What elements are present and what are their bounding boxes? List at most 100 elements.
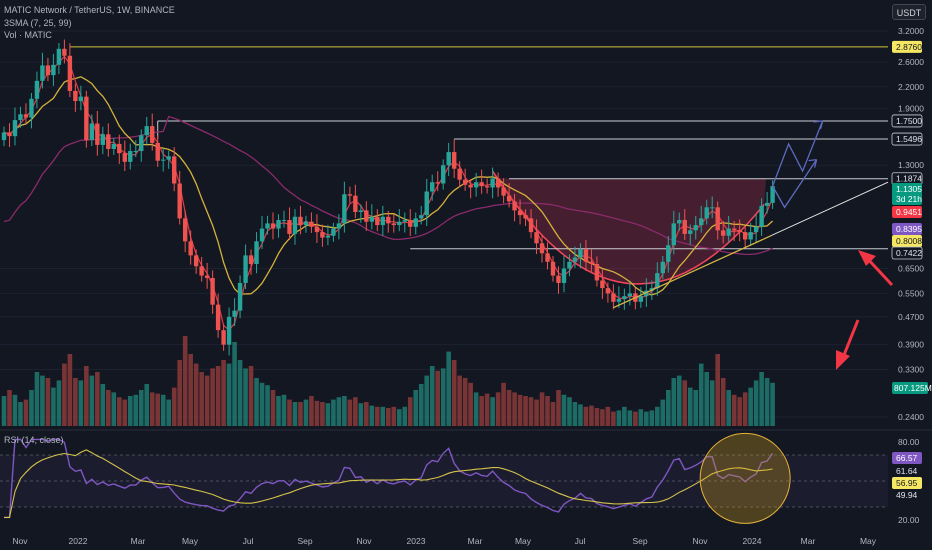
price-tick: 0.5500: [898, 288, 924, 298]
volume-bar: [204, 375, 210, 426]
candle-body: [73, 90, 78, 102]
volume-bar: [309, 396, 314, 426]
candle-body: [561, 268, 567, 283]
price-label-text: 1.1874: [896, 174, 922, 184]
time-tick: Nov: [356, 536, 372, 546]
price-label-text: 0.8008: [896, 236, 922, 246]
projection-path-alt: [772, 159, 818, 209]
candle-body: [550, 261, 556, 276]
candle-body: [292, 216, 298, 234]
volume-bar: [292, 402, 298, 426]
red-arrow-upper-head: [858, 250, 876, 266]
volume-bar: [655, 406, 660, 426]
candle-body: [655, 273, 660, 289]
price-label-box: [892, 235, 922, 247]
volume-bar: [687, 387, 693, 426]
rsi-label-text: 66.57: [896, 453, 918, 463]
rsi-panel: [0, 432, 888, 524]
volume-bar: [720, 378, 726, 426]
currency-button[interactable]: USDT: [892, 4, 926, 20]
volume-bar: [133, 394, 139, 426]
volume-bar: [177, 360, 182, 426]
time-tick: May: [515, 536, 532, 546]
volume-bar: [287, 399, 292, 426]
candle-body: [397, 221, 402, 226]
volume-bar: [254, 378, 259, 426]
volume-bar: [550, 402, 556, 426]
volume-bar: [770, 382, 775, 426]
candle-body: [677, 220, 682, 224]
candle-body: [144, 126, 149, 136]
volume-bar: [237, 360, 243, 426]
candle-body: [18, 114, 23, 121]
time-tick: 2024: [743, 536, 762, 546]
volume-bar: [462, 378, 468, 426]
candle-body: [106, 134, 111, 149]
volume-bar: [144, 384, 150, 426]
candle-body: [528, 218, 534, 233]
rsi-tick: 80.00: [898, 437, 920, 447]
candle-body: [1, 132, 7, 141]
candle-body: [276, 220, 281, 229]
volume-bar: [726, 390, 731, 426]
candle-body: [594, 264, 600, 281]
candle-body: [660, 261, 665, 274]
candle-body: [78, 96, 84, 102]
candle-body: [309, 221, 314, 227]
rsi-label-box: [892, 489, 922, 501]
candle-body: [204, 275, 210, 278]
volume-bar: [221, 360, 226, 426]
volume-bar: [29, 390, 34, 426]
candle-body: [567, 261, 572, 269]
candle-body: [490, 178, 495, 188]
volume-bar: [51, 387, 56, 426]
projection-path: [771, 120, 824, 187]
time-tick: Nov: [692, 536, 708, 546]
price-label-text: 1.5496: [896, 134, 922, 144]
candle-body: [347, 194, 353, 196]
volume-bar: [627, 410, 633, 426]
candle-body: [150, 126, 155, 143]
volume-bar: [715, 354, 720, 426]
volume-bar: [611, 411, 616, 426]
volume-bar: [731, 394, 737, 426]
volume-bar: [468, 382, 473, 426]
candle-body: [408, 220, 413, 227]
candle-body: [501, 187, 506, 196]
volume-bar: [347, 399, 353, 426]
candle-body: [182, 218, 188, 242]
volume-legend: Vol · MATIC: [4, 30, 52, 40]
volume-bar: [594, 408, 600, 426]
candle-body: [627, 293, 633, 297]
volume-bar: [479, 396, 484, 426]
red-arrow-lower-head: [836, 350, 850, 370]
volume-bar: [440, 368, 446, 426]
volume-bar: [7, 390, 12, 426]
candle-body: [161, 159, 166, 161]
volume-bar: [12, 394, 18, 426]
volume-bar: [62, 363, 67, 426]
time-tick: Mar: [801, 536, 816, 546]
price-tick: 0.4700: [898, 312, 924, 322]
volume-bar: [182, 336, 188, 426]
candle-body: [369, 216, 375, 222]
candle-body: [40, 65, 45, 81]
candle-body: [462, 179, 468, 185]
price-label-box: [891, 246, 923, 260]
volume-bar: [127, 396, 133, 426]
candle-body: [589, 261, 594, 265]
rsi-legend: RSI (14, close): [4, 435, 64, 445]
volume-bar: [331, 399, 336, 426]
candle-body: [545, 253, 550, 262]
candle-body: [430, 182, 435, 192]
candle-body: [226, 316, 232, 345]
candle-body: [7, 132, 12, 137]
rsi-line: [4, 438, 774, 519]
volume-bar: [704, 372, 710, 426]
time-tick: Sep: [297, 536, 312, 546]
volume-bar: [622, 406, 627, 426]
time-tick: 2022: [69, 536, 88, 546]
projection-arrowhead: [813, 120, 824, 130]
time-tick: Jul: [243, 536, 254, 546]
